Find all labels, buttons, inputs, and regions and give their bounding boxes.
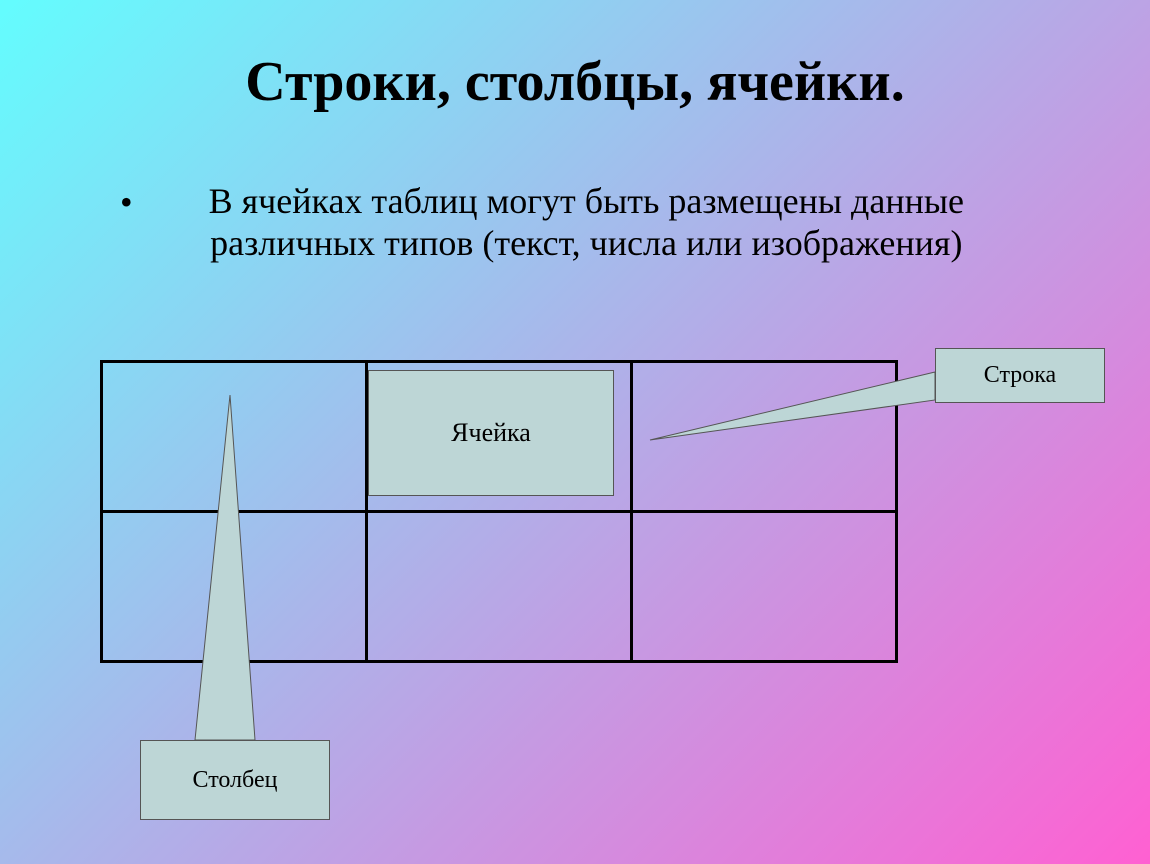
column-callout-box: Столбец — [140, 740, 330, 820]
column-callout-tail — [0, 0, 1150, 864]
column-callout-tail-shape — [195, 395, 255, 740]
column-callout-label: Столбец — [193, 767, 278, 794]
slide: Строки, столбцы, ячейки. • В ячейках таб… — [0, 0, 1150, 864]
